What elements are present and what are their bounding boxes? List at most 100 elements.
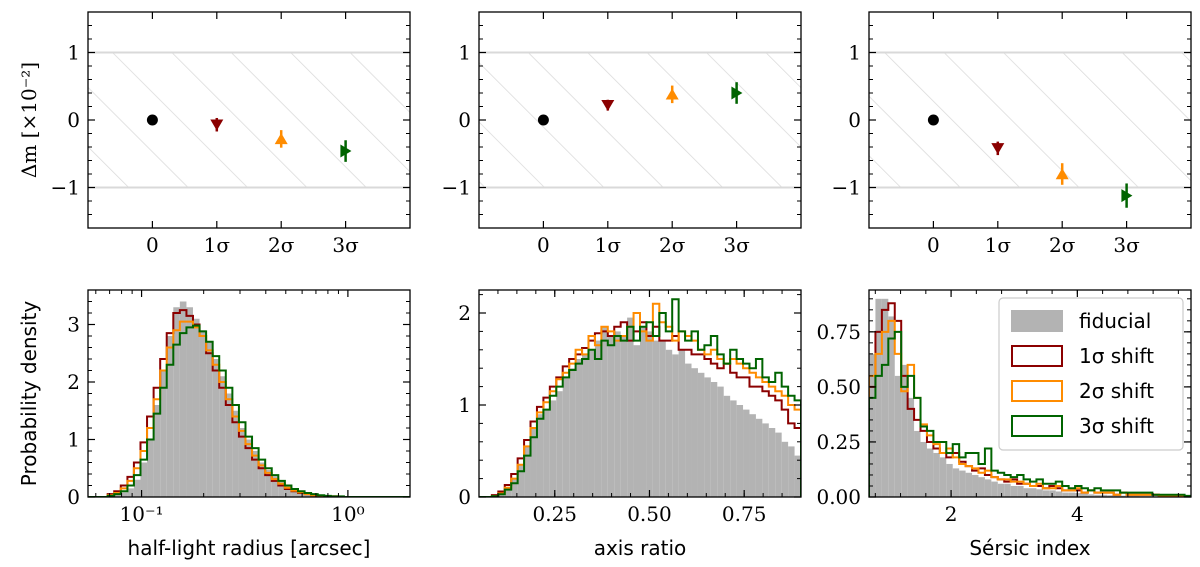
bar-fiducial bbox=[271, 476, 279, 497]
panel-top-left: 0 1σ 2σ 3σ −1 0 1 Δm [×10⁻²] bbox=[17, 11, 411, 257]
bar-fiducial bbox=[219, 376, 226, 497]
legend-label-3: 3σ shift bbox=[1079, 414, 1154, 438]
bar-fiducial bbox=[901, 364, 908, 497]
bar-fiducial bbox=[710, 382, 718, 497]
bar-fiducial bbox=[1030, 488, 1037, 497]
bar-fiducial bbox=[952, 468, 960, 497]
legend-swatch-3 bbox=[1011, 415, 1063, 437]
bar-fiducial bbox=[206, 341, 213, 497]
bar-fiducial bbox=[768, 428, 776, 497]
bar-fiducial bbox=[1004, 483, 1011, 497]
x-tick-label: 1σ bbox=[595, 233, 622, 257]
bar-fiducial bbox=[212, 359, 220, 497]
y-tick-label: −1 bbox=[442, 176, 471, 200]
bar-fiducial bbox=[543, 409, 550, 497]
bar-fiducial bbox=[914, 430, 921, 497]
y-tick-label: 1 bbox=[67, 41, 80, 65]
y-tick-label: 1 bbox=[458, 393, 471, 417]
bar-fiducial bbox=[238, 428, 246, 497]
bar-fiducial bbox=[881, 298, 889, 497]
bar-fiducial bbox=[959, 470, 966, 497]
x-tick-label: 3σ bbox=[332, 233, 359, 257]
x-tick-label: 3σ bbox=[723, 233, 750, 257]
y-tick-label: 2 bbox=[458, 301, 471, 325]
x-tick-label: 0 bbox=[146, 233, 159, 257]
x-tick-label: 4 bbox=[1071, 502, 1084, 526]
y-tick-label: −1 bbox=[832, 176, 861, 200]
bar-fiducial bbox=[627, 317, 634, 497]
bar-fiducial bbox=[549, 400, 557, 497]
y-tick-label: 0.00 bbox=[816, 485, 861, 509]
bar-fiducial bbox=[869, 353, 876, 497]
bar-fiducial bbox=[291, 488, 298, 497]
bar-fiducial bbox=[147, 439, 154, 497]
bar-fiducial bbox=[736, 405, 744, 497]
bar-fiducial bbox=[166, 336, 174, 497]
point-3σ-shift bbox=[1121, 189, 1133, 203]
bar-fiducial bbox=[685, 363, 692, 497]
bar-fiducial bbox=[1010, 485, 1018, 497]
bar-fiducial bbox=[933, 452, 940, 497]
axes-frame bbox=[478, 289, 802, 498]
bar-fiducial bbox=[997, 483, 1005, 497]
bar-fiducial bbox=[1017, 485, 1024, 497]
bar-fiducial bbox=[192, 318, 200, 497]
panel-top-right: 0 1σ 2σ 3σ −1 0 1 bbox=[832, 11, 1192, 257]
point-1σ-shift bbox=[210, 119, 224, 131]
bar-fiducial bbox=[278, 481, 285, 497]
bar-fiducial bbox=[697, 372, 705, 497]
x-axis-title: axis ratio bbox=[594, 536, 687, 560]
y-tick-label: 1 bbox=[67, 428, 80, 452]
bar-fiducial bbox=[640, 326, 647, 497]
bar-fiducial bbox=[743, 409, 750, 497]
point-1σ-shift bbox=[601, 99, 615, 111]
bar-fiducial bbox=[524, 446, 531, 497]
bar-fiducial bbox=[1023, 488, 1030, 497]
x-tick-label: 1σ bbox=[204, 233, 231, 257]
bar-fiducial bbox=[614, 331, 621, 497]
legend-label-1: 1σ shift bbox=[1079, 344, 1154, 368]
bar-fiducial bbox=[755, 418, 763, 497]
bar-fiducial bbox=[120, 492, 128, 497]
bar-fiducial bbox=[704, 377, 711, 497]
bar-fiducial bbox=[127, 488, 134, 497]
bar-fiducial bbox=[179, 301, 187, 497]
bar-fiducial bbox=[588, 349, 595, 497]
point-2σ-shift bbox=[274, 133, 288, 145]
bar-fiducial bbox=[225, 393, 233, 497]
x-tick-label: 2σ bbox=[268, 233, 295, 257]
y-tick-label: 0.75 bbox=[816, 320, 861, 344]
legend-label-2: 2σ shift bbox=[1079, 379, 1154, 403]
bar-fiducial bbox=[575, 359, 583, 497]
x-tick-label: 0 bbox=[927, 233, 940, 257]
plot-area bbox=[869, 51, 1191, 208]
x-tick-label: 3σ bbox=[1113, 233, 1140, 257]
y-tick-label: 0 bbox=[848, 108, 861, 132]
y-tick-label: 3 bbox=[67, 313, 80, 337]
x-tick-label: 0.75 bbox=[722, 502, 767, 526]
point-3σ-shift bbox=[340, 144, 352, 158]
bar-fiducial bbox=[1068, 492, 1076, 497]
legend-label-0: fiducial bbox=[1079, 309, 1151, 333]
bar-fiducial bbox=[1036, 489, 1043, 497]
point-fiducial bbox=[146, 114, 158, 126]
bar-fiducial bbox=[672, 354, 679, 497]
axes-frame bbox=[868, 289, 1192, 498]
bar-fiducial bbox=[723, 395, 731, 497]
x-tick-label: 0.50 bbox=[627, 502, 672, 526]
point-fiducial bbox=[537, 114, 549, 126]
bar-fiducial bbox=[265, 469, 272, 497]
bar-fiducial bbox=[536, 414, 544, 497]
bar-fiducial bbox=[1113, 495, 1121, 497]
tolerance-band bbox=[869, 52, 1191, 188]
bar-fiducial bbox=[133, 479, 141, 497]
step-3σ-shift bbox=[88, 324, 410, 497]
y-tick-label: 1 bbox=[848, 41, 861, 65]
y-axis-title: Δm [×10⁻²] bbox=[17, 62, 41, 178]
bar-fiducial bbox=[556, 391, 563, 497]
y-tick-label: −1 bbox=[51, 176, 80, 200]
bar-fiducial bbox=[252, 451, 259, 497]
bar-fiducial bbox=[1055, 491, 1063, 497]
panel-bottom-left: 10⁻¹ 10⁰ 0 1 2 3 half-light radius [arcsec] Pro… bbox=[17, 289, 411, 560]
